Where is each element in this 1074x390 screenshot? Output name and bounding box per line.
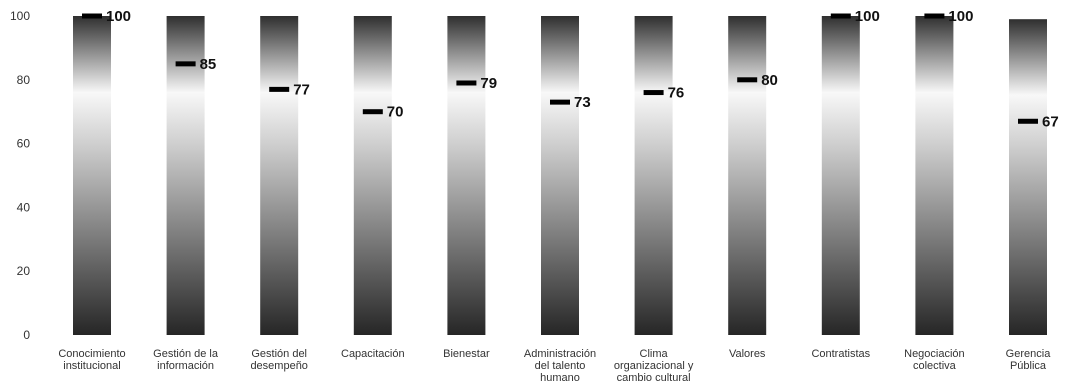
y-tick-label: 0 [23,328,30,342]
x-tick-label: Contratistas [811,348,870,360]
x-tick-label-line: humano [540,372,580,384]
y-tick-label: 80 [17,73,31,87]
bar [821,16,860,335]
bars: 100 85 77 70 79 73 76 80 100 100 67 [73,8,1059,335]
x-tick-label-line: Negociación [904,348,965,360]
data-label: 85 [200,56,217,73]
value-marker [643,90,664,96]
x-tick-label-line: Clima [640,348,669,360]
bar [73,16,111,335]
x-tick-label-line: colectiva [913,360,957,372]
data-label: 67 [1042,113,1059,130]
bar [728,16,767,335]
bar [915,16,954,335]
data-label: 80 [761,72,778,89]
data-label: 70 [387,104,404,121]
x-tick-label-line: institucional [63,360,120,372]
value-marker [82,13,102,19]
bar [634,16,673,335]
x-tick-label-line: Administración [524,348,596,360]
value-marker [1018,118,1038,124]
value-marker [456,80,477,86]
x-tick-label: Valores [729,348,766,360]
x-tick-label-line: desempeño [250,360,308,372]
bar [260,16,299,335]
x-tick-label-line: Valores [729,348,766,360]
data-label: 100 [106,8,131,25]
x-tick-label-line: Conocimiento [58,348,125,360]
x-tick-label-line: Gerencia [1006,348,1052,360]
value-marker [550,99,570,105]
bar [541,16,579,335]
y-tick-label: 20 [17,264,31,278]
value-marker [362,109,383,115]
y-axis: 0 20 40 60 80 100 [10,9,30,342]
x-tick-label: Capacitación [341,348,405,360]
x-tick-label: Gestión de la información [153,348,219,372]
value-marker [924,13,945,19]
bar [1009,19,1047,335]
data-label: 79 [480,75,497,92]
x-tick-label-line: Pública [1010,360,1047,372]
x-tick-label: Negociación colectiva [904,348,965,372]
x-tick-label-line: organizacional y [614,360,694,372]
data-label: 77 [293,81,310,98]
x-tick-label: Bienestar [443,348,490,360]
bar [166,16,205,335]
y-tick-label: 40 [17,200,31,214]
bar [447,16,486,335]
value-marker [830,13,851,19]
x-tick-label-line: Gestión de la [153,348,219,360]
x-tick-label: Administración del talento humano [524,348,596,384]
x-tick-label-line: Contratistas [811,348,870,360]
x-tick-label-line: información [157,360,214,372]
x-tick-label: Gestión del desempeño [250,348,308,372]
data-label: 73 [574,94,591,111]
bar [353,16,392,335]
value-marker [737,77,758,83]
x-tick-label: Clima organizacional y cambio cultural [614,348,694,384]
x-tick-label-line: Capacitación [341,348,405,360]
x-tick-label-line: Bienestar [443,348,490,360]
y-tick-label: 100 [10,9,30,23]
data-label: 100 [855,8,880,25]
x-tick-label-line: Gestión del [251,348,307,360]
y-tick-label: 60 [17,137,31,151]
x-tick-label: Conocimiento institucional [58,348,125,372]
x-tick-label: Gerencia Pública [1006,348,1052,372]
data-label: 100 [948,8,973,25]
value-marker [175,61,196,67]
value-marker [269,86,290,92]
x-tick-label-line: cambio cultural [617,372,691,384]
data-label: 76 [668,85,685,102]
x-tick-label-line: del talento [535,360,586,372]
